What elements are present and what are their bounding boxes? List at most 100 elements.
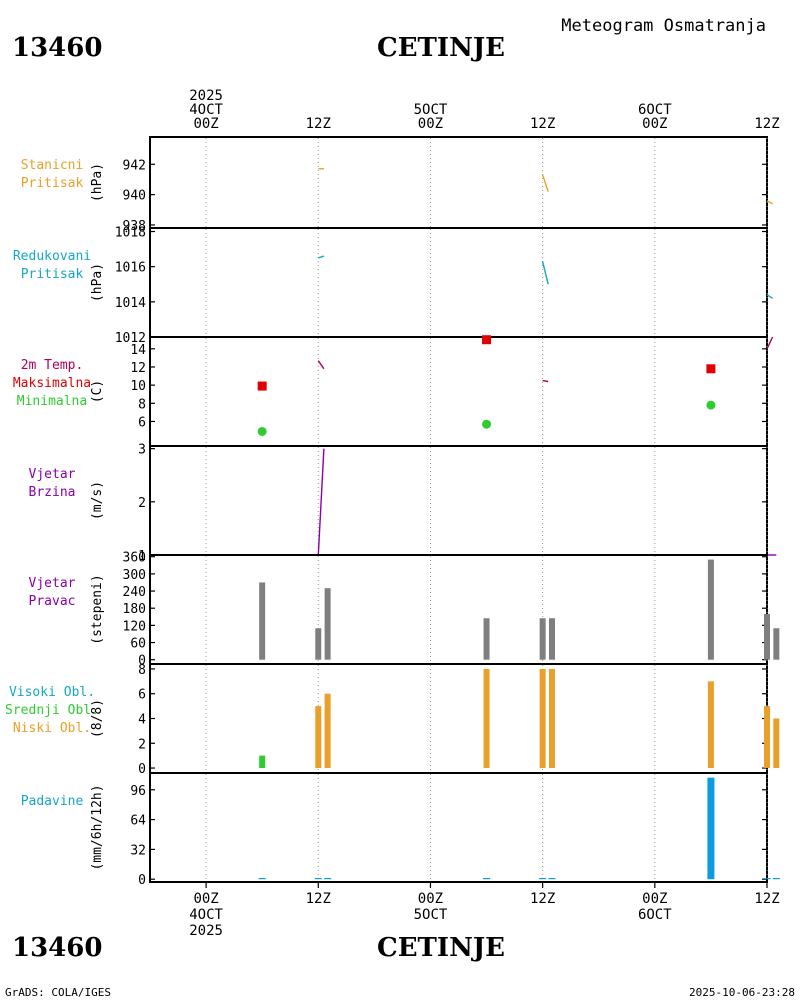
- bar-precipitation: [483, 878, 491, 880]
- y-tick-label: 300: [123, 568, 146, 583]
- variable-label: Vjetar: [29, 576, 76, 591]
- panel-station-pressure: 938 940 942 (hPa) Stanicni Pritisak: [21, 136, 773, 234]
- bottom-time-label: 2025: [189, 923, 223, 939]
- y-tick-label: 120: [123, 619, 146, 634]
- y-tick-label: 3: [138, 443, 146, 458]
- bar-precipitation: [314, 878, 322, 880]
- y-tick-label: 14: [130, 343, 146, 358]
- bar-precipitation: [539, 878, 547, 880]
- y-tick-label: 4: [138, 713, 146, 728]
- bar-wind-direction: [539, 618, 546, 660]
- top-time-label: 00Z: [418, 116, 443, 132]
- bar-precipitation: [324, 878, 332, 880]
- top-time-label: 00Z: [642, 116, 667, 132]
- panel-wind-direction: 0 60 120 180 240 300 360 (stepeni) Vjetar Pravac: [29, 551, 780, 669]
- variable-label: Srednji Obl.: [5, 703, 99, 718]
- y-tick-label: 1016: [115, 261, 146, 276]
- station-name-bottom: CETINJE: [377, 933, 505, 963]
- max-temp-marker: [482, 335, 492, 345]
- variable-label: Niski Obl.: [13, 721, 91, 736]
- y-tick-label: 942: [123, 158, 146, 173]
- y-tick-label: 0: [138, 654, 146, 669]
- panel-wind-speed: 1 2 3 (m/s) Vjetar Brzina: [29, 443, 777, 564]
- y-tick-label: 1014: [115, 296, 146, 311]
- y-tick-label: 96: [130, 784, 146, 799]
- series-line: [317, 448, 325, 556]
- series-line: [542, 379, 549, 383]
- variable-label: Pritisak: [21, 267, 84, 282]
- station-name-top: CETINJE: [377, 33, 505, 63]
- series-line: [317, 360, 325, 370]
- top-time-label: 2025: [189, 88, 223, 104]
- bottom-time-label: 00Z: [418, 891, 443, 907]
- panel-frame: [149, 445, 768, 556]
- bottom-time-label: 00Z: [193, 891, 218, 907]
- top-time-label: 4OCT: [189, 102, 223, 118]
- variable-label: Stanicni: [21, 158, 84, 173]
- bar-cloud-cover: [259, 755, 266, 769]
- y-tick-label: 8: [138, 397, 146, 412]
- panel-frame: [149, 136, 768, 229]
- variable-label: Visoki Obl.: [9, 685, 95, 700]
- y-tick-label: 180: [123, 602, 146, 617]
- y-tick-label: 360: [123, 551, 146, 566]
- panel-reduced-pressure: 1012 1014 1016 1018 (hPa)Redukovani Pritisak: [13, 226, 773, 346]
- panel-frame: [149, 772, 768, 883]
- bar-cloud-cover: [539, 668, 546, 769]
- variable-label: Maksimalna: [13, 376, 91, 391]
- unit-label: (hPa): [90, 263, 105, 302]
- bar-wind-direction: [764, 613, 770, 660]
- bar-cloud-cover: [324, 693, 331, 769]
- variable-label: Pravac: [29, 594, 76, 609]
- series-line: [318, 255, 325, 259]
- panel-frame: [149, 554, 768, 665]
- top-time-label: 00Z: [193, 116, 218, 132]
- y-tick-label: 64: [130, 814, 146, 829]
- panel-frame: [149, 336, 768, 447]
- variable-label: Pritisak: [21, 176, 84, 191]
- y-tick-label: 12: [130, 361, 146, 376]
- bottom-time-label: 00Z: [642, 891, 667, 907]
- y-tick-label: 938: [123, 219, 146, 234]
- bottom-time-label: 12Z: [754, 891, 779, 907]
- bar-cloud-cover: [548, 668, 555, 769]
- y-tick-label: 6: [138, 688, 146, 703]
- min-temp-marker: [482, 419, 492, 429]
- y-tick-label: 1: [138, 549, 146, 564]
- y-tick-label: 1018: [115, 226, 146, 241]
- bar-cloud-cover: [315, 706, 322, 769]
- bar-wind-direction: [548, 618, 555, 660]
- bar-cloud-cover: [773, 718, 780, 769]
- bar-wind-direction: [773, 628, 780, 660]
- y-tick-label: 32: [130, 843, 146, 858]
- bar-cloud-cover: [764, 706, 770, 769]
- series-line: [766, 336, 774, 350]
- variable-label: Brzina: [29, 485, 76, 500]
- bar-wind-direction: [483, 618, 490, 660]
- panel-precipitation: 0 32 64 96 (mm/6h/12h) Padavine: [21, 772, 780, 888]
- y-tick-label: 2: [138, 737, 146, 752]
- unit-label: (mm/6h/12h): [90, 784, 105, 870]
- bar-wind-direction: [324, 588, 331, 660]
- y-tick-label: 6: [138, 415, 146, 430]
- variable-label: Minimalna: [17, 394, 87, 409]
- unit-label: (hPa): [90, 163, 105, 202]
- unit-label: (8/8): [90, 699, 105, 738]
- y-tick-label: 240: [123, 585, 146, 600]
- panel-frame: [149, 227, 768, 338]
- unit-label: (m/s): [90, 481, 105, 520]
- bottom-time-label: 4OCT: [189, 907, 223, 923]
- unit-label: (C): [90, 380, 105, 403]
- bar-precipitation: [763, 878, 771, 880]
- y-tick-label: 1012: [115, 331, 146, 346]
- panel-temperature: 6 8 10 12 14 (C) 2m Temp. Maksimalna Minimalna: [13, 335, 774, 447]
- min-temp-marker: [257, 426, 267, 436]
- top-time-label: 12Z: [530, 116, 555, 132]
- variable-label: Padavine: [21, 794, 84, 809]
- variable-label: 2m Temp.: [21, 358, 84, 373]
- y-tick-label: 940: [123, 189, 146, 204]
- bar-precipitation: [707, 777, 715, 880]
- station-id-bottom: 13460: [12, 933, 102, 963]
